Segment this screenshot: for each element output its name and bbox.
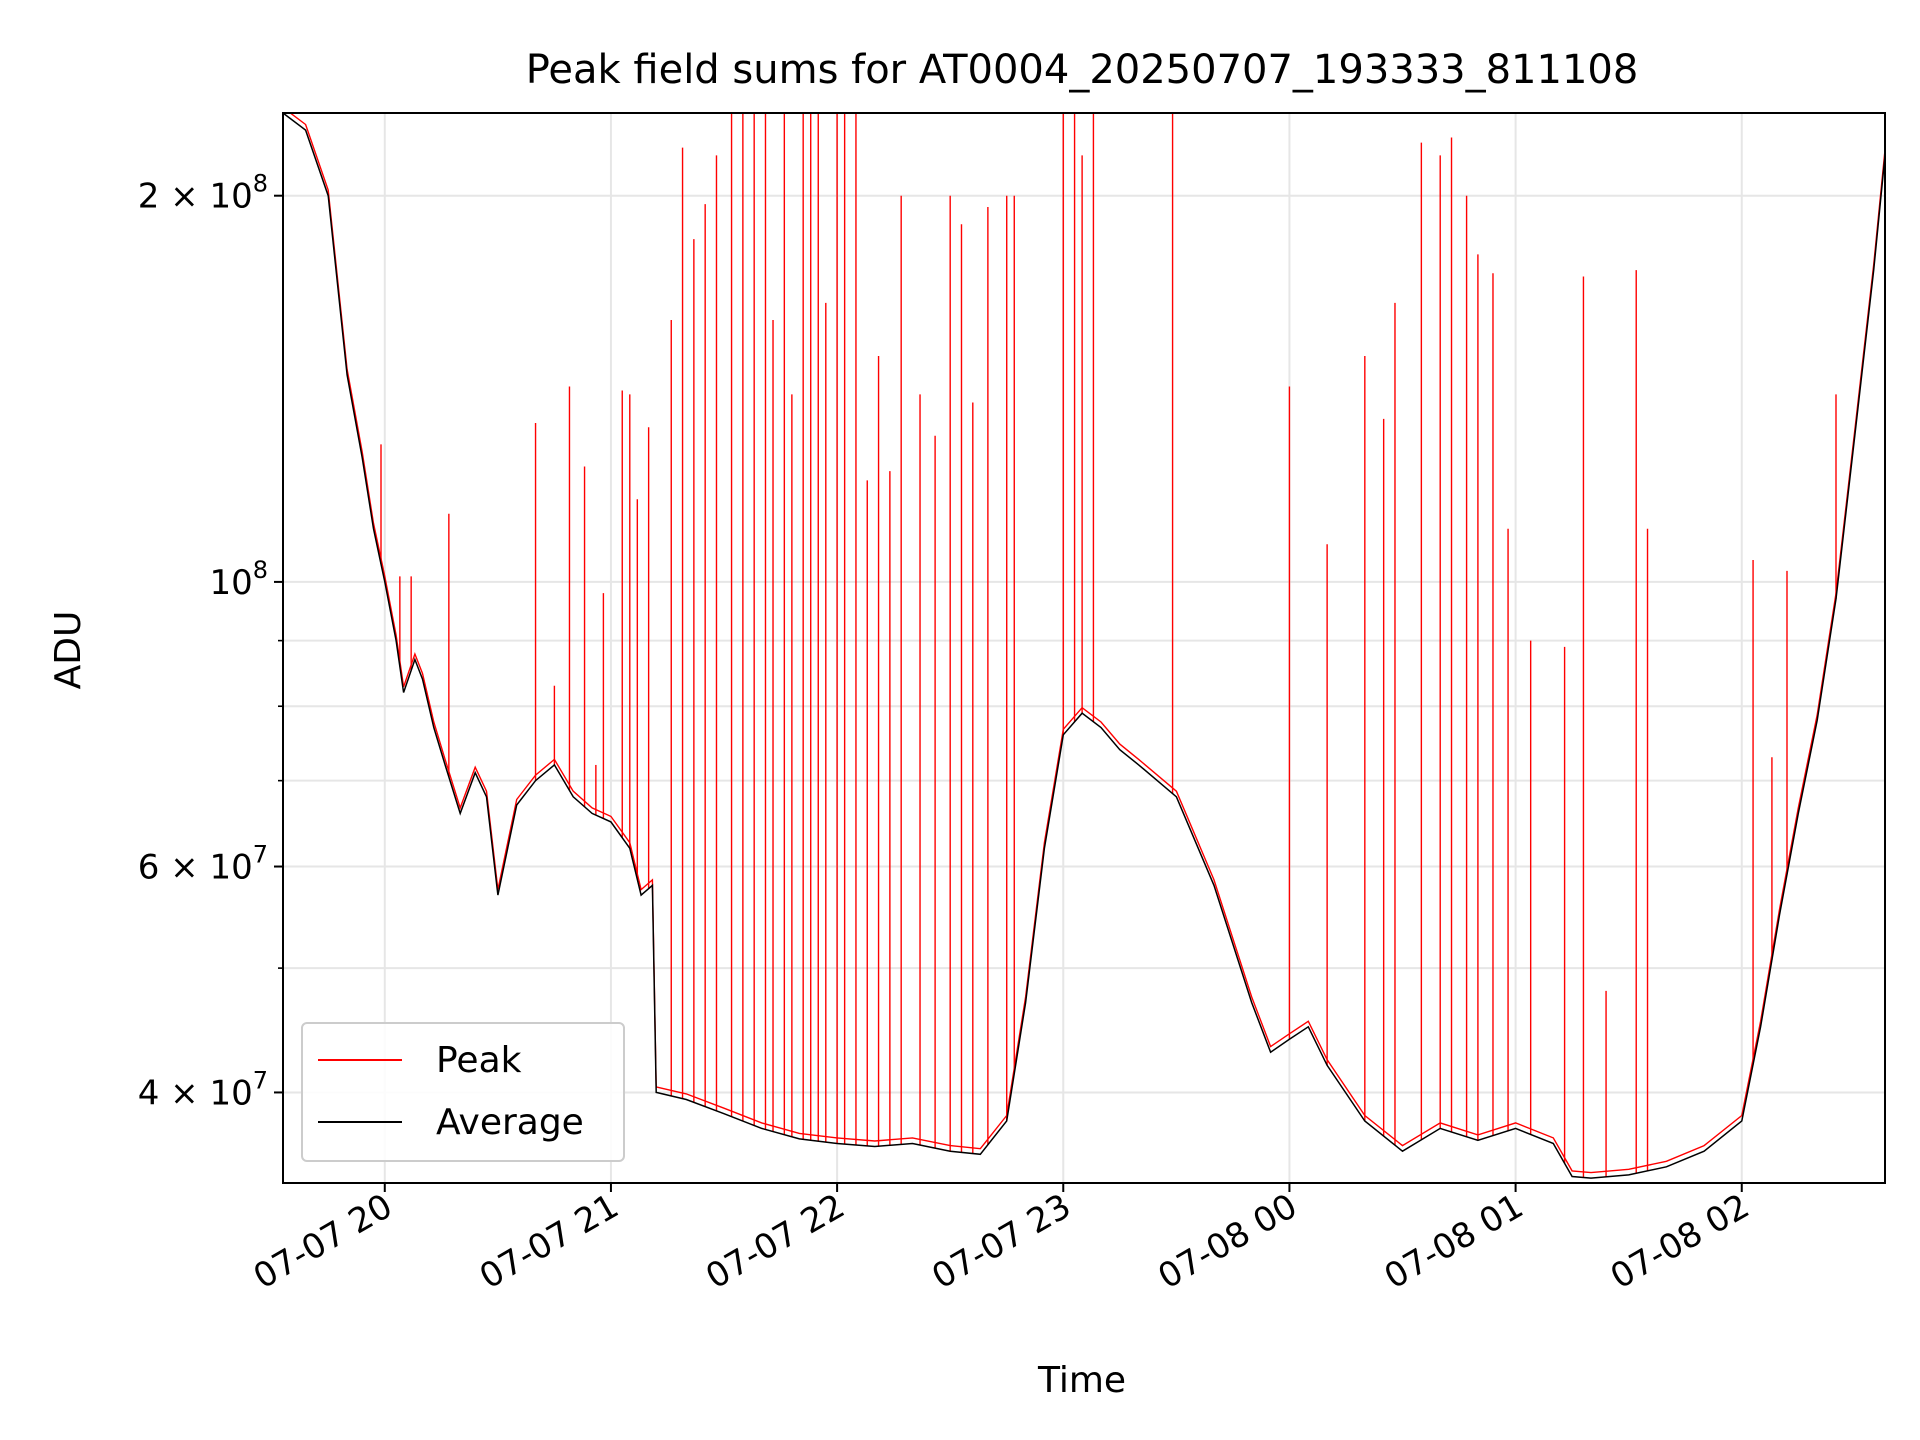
legend: Peak Average [301, 1022, 625, 1162]
y-axis: 2 × 108 108 6 × 107 4 × 107 [138, 170, 283, 1113]
y-tick-label: 108 [209, 556, 268, 603]
peak-series-line [289, 113, 1885, 1174]
y-tick-label: 2 × 108 [138, 170, 268, 217]
y-axis-label: ADU [48, 611, 89, 690]
axes-frame [282, 112, 1886, 1184]
legend-label-peak: Peak [436, 1040, 522, 1081]
average-series-line [283, 113, 1885, 1179]
x-axis-label: Time [1037, 1360, 1126, 1401]
plot-area [283, 113, 1885, 1179]
legend-box [301, 1022, 625, 1162]
y-tick-label: 4 × 107 [138, 1066, 268, 1113]
y-tick-label: 6 × 107 [138, 841, 268, 888]
legend-label-average: Average [436, 1102, 584, 1143]
chart-title: Peak field sums for AT0004_20250707_1933… [526, 47, 1639, 93]
